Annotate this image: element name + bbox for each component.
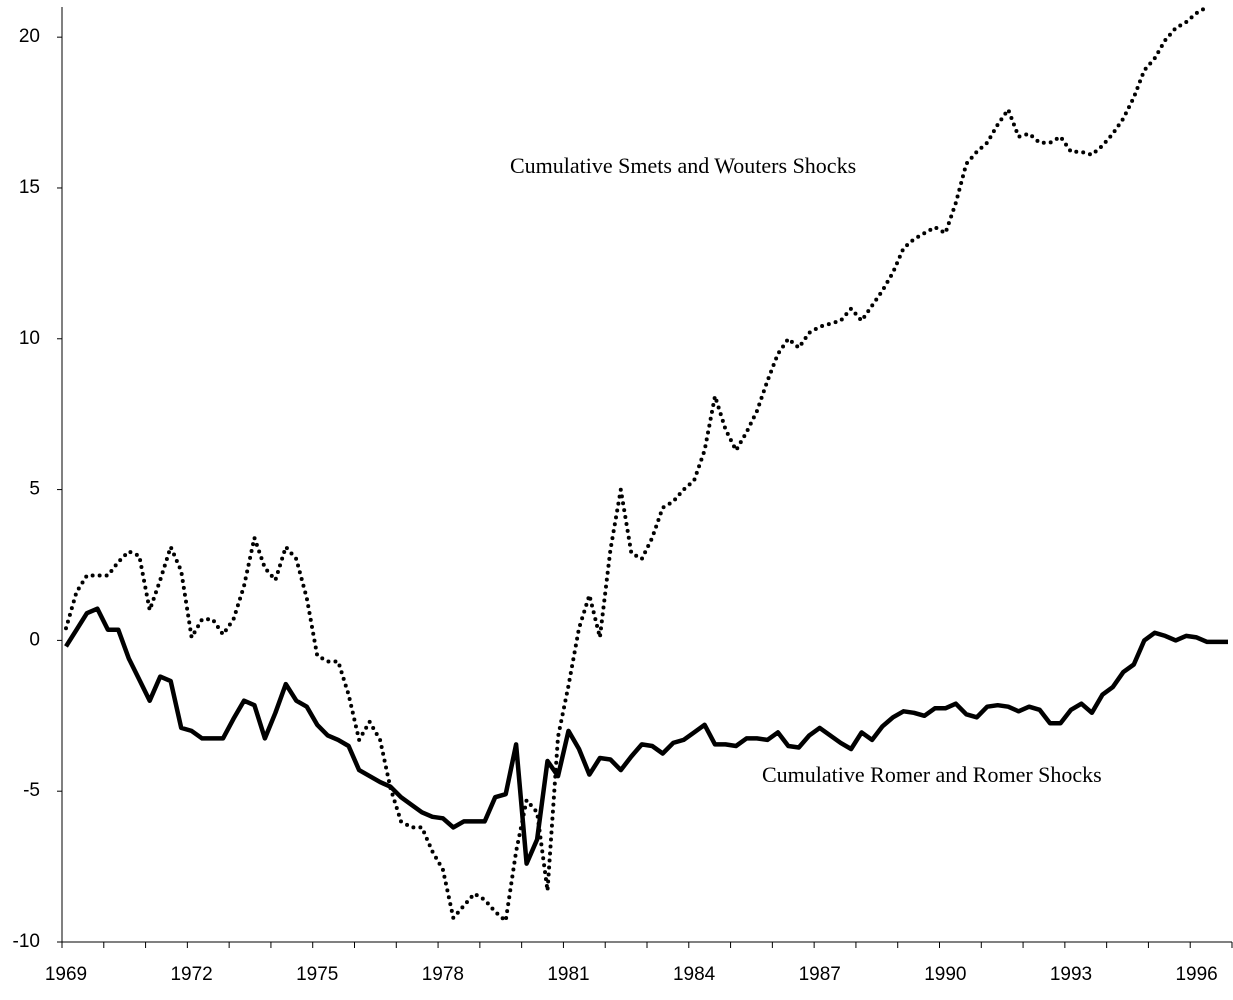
y-tick-label: -10 xyxy=(13,931,40,952)
series-line xyxy=(64,5,1210,923)
x-tick-label: 1978 xyxy=(422,964,464,985)
y-tick-label: 10 xyxy=(19,328,40,349)
x-tick-label: 1984 xyxy=(673,964,716,985)
x-tick-label: 1990 xyxy=(924,964,966,985)
x-tick-label: 1969 xyxy=(45,964,87,985)
y-tick-label: 20 xyxy=(19,26,40,47)
annotation: Cumulative Smets and Wouters Shocks xyxy=(510,153,856,178)
y-tick-label: -5 xyxy=(23,780,40,801)
x-tick-label: 1972 xyxy=(170,964,212,985)
y-tick-label: 0 xyxy=(29,629,40,650)
y-tick-label: 15 xyxy=(19,177,40,198)
x-tick-label: 1987 xyxy=(799,964,841,985)
x-tick-label: 1996 xyxy=(1175,964,1217,985)
y-tick-label: 5 xyxy=(29,479,40,500)
annotation: Cumulative Romer and Romer Shocks xyxy=(762,762,1102,787)
x-tick-label: 1975 xyxy=(296,964,338,985)
series-line xyxy=(64,606,1228,866)
x-tick-label: 1993 xyxy=(1050,964,1092,985)
x-tick-label: 1981 xyxy=(547,964,589,985)
